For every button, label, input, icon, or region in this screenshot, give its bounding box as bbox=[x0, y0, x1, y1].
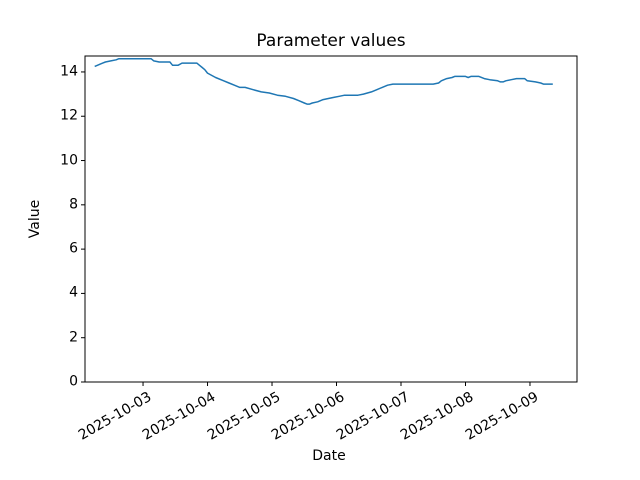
y-axis-label: Value bbox=[27, 199, 43, 239]
axes-spines bbox=[84, 55, 578, 383]
y-tick-label: 8 bbox=[69, 196, 78, 213]
chart-title: Parameter values bbox=[256, 31, 406, 51]
y-tick-label: 6 bbox=[69, 240, 78, 257]
y-tick-label: 10 bbox=[60, 152, 78, 169]
tick-marks bbox=[81, 71, 531, 386]
x-axis-label: Date bbox=[312, 448, 346, 464]
y-tick-label: 4 bbox=[69, 285, 78, 302]
series-line bbox=[94, 57, 553, 105]
y-tick-label: 0 bbox=[69, 373, 78, 390]
y-tick-label: 2 bbox=[69, 329, 78, 346]
y-tick-label: 14 bbox=[60, 63, 78, 80]
y-tick-label: 12 bbox=[60, 107, 78, 124]
